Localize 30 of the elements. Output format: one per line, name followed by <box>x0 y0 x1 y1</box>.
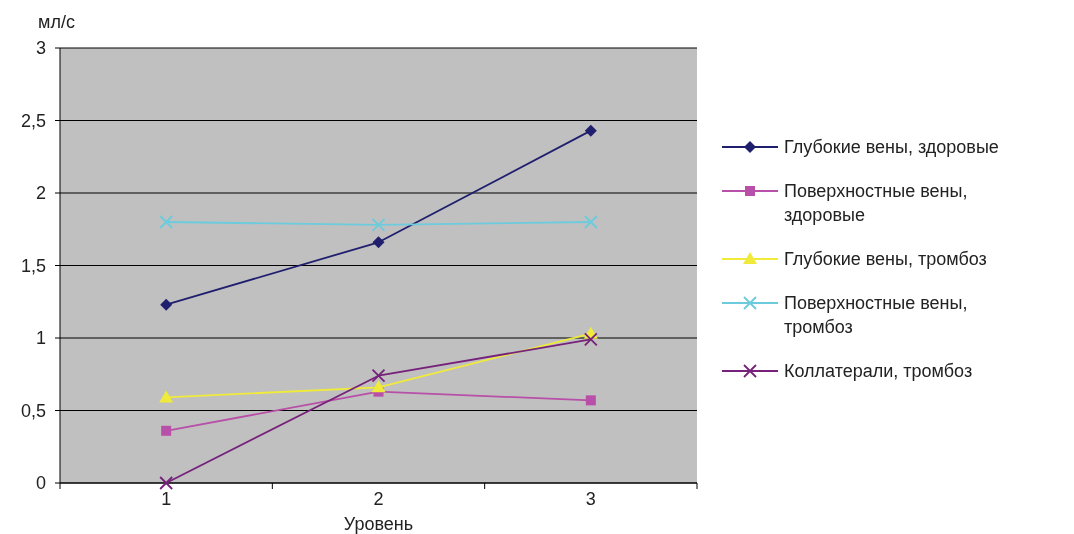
legend-label: Глубокие вены, тромбоз <box>784 249 987 270</box>
point <box>371 218 386 232</box>
point <box>371 368 386 383</box>
point <box>160 298 173 311</box>
y-tick-label: 2 <box>35 183 46 204</box>
point <box>372 236 385 249</box>
point <box>161 425 172 436</box>
y-tick-label: 0,5 <box>20 400 46 421</box>
y-tick-label: 3 <box>35 38 46 59</box>
point <box>583 332 598 347</box>
legend-label: Глубокие вены, здоровые <box>784 137 999 158</box>
point <box>371 380 386 393</box>
x-tick-label: 1 <box>161 489 172 509</box>
point <box>159 476 174 490</box>
legend-label: Коллатерали, тромбоз <box>784 361 973 382</box>
y-axis-title: мл/с <box>38 12 75 32</box>
y-tick-label: 1 <box>35 328 46 349</box>
point <box>585 395 596 406</box>
y-tick-label: 2,5 <box>20 110 46 131</box>
legend-label: Поверхностные вены, тромбоз <box>784 293 968 338</box>
point <box>159 215 174 229</box>
x-tick-label: 2 <box>373 489 384 509</box>
point <box>584 124 597 137</box>
point <box>583 215 598 229</box>
y-tick-label: 0 <box>35 473 46 494</box>
x-axis-title: Уровень <box>343 514 414 534</box>
x-tick-label: 3 <box>585 489 596 509</box>
y-tick-label: 1,5 <box>20 255 46 276</box>
legend-label: Поверхностные вены, здоровые <box>784 181 968 226</box>
point <box>159 390 174 403</box>
